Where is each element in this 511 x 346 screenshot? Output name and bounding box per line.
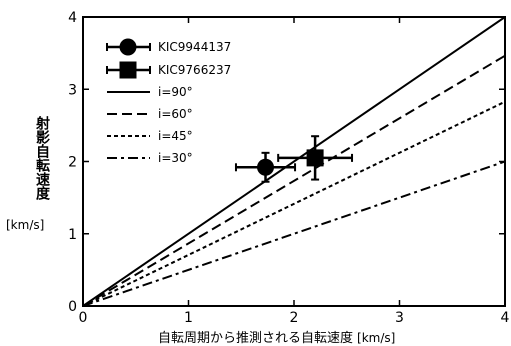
- square-marker-1: [306, 149, 324, 167]
- x-axis-unit: [km/s]: [357, 331, 396, 345]
- x-tick-label-3: 3: [395, 310, 404, 326]
- legend-label-line-0: i=90°: [158, 85, 193, 99]
- legend-square-marker: [119, 61, 137, 79]
- x-tick-label-2: 2: [290, 310, 299, 326]
- legend: KIC9944137 KIC9766237 i=90° i=60° i=45° i=30°: [106, 38, 231, 165]
- plot-frame: [82, 16, 506, 307]
- reference-line-3: [83, 160, 505, 306]
- x-axis-title-text: 自転周期から推測される自転速度: [158, 331, 354, 346]
- legend-label-line-1: i=60°: [158, 107, 193, 121]
- legend-label-KIC9944137: KIC9944137: [158, 40, 231, 54]
- reference-line-1: [83, 54, 505, 306]
- y-tick-label-0: 0: [68, 299, 77, 315]
- x-tick-label-0: 0: [79, 310, 88, 326]
- reference-line-2: [83, 100, 505, 306]
- y-tick-label-1: 1: [68, 227, 77, 243]
- y-tick-label-3: 3: [68, 82, 77, 98]
- legend-label-line-3: i=30°: [158, 151, 193, 165]
- legend-label-KIC9766237: KIC9766237: [158, 63, 231, 77]
- circle-marker-0: [257, 158, 275, 176]
- data-point-1: [277, 135, 354, 181]
- x-axis-title: 自転周期から推測される自転速度 [km/s]: [158, 327, 395, 346]
- y-axis-title: 射影自転速度: [34, 116, 50, 200]
- y-tick-label-4: 4: [68, 10, 77, 26]
- reference-line-0: [83, 17, 505, 306]
- legend-circle-marker: [119, 38, 137, 56]
- data-point-0: [234, 151, 297, 183]
- y-axis-unit: [km/s]: [6, 218, 45, 232]
- y-tick-label-2: 2: [68, 155, 77, 171]
- x-tick-label-1: 1: [184, 310, 193, 326]
- x-tick-label-4: 4: [501, 310, 510, 326]
- legend-label-line-2: i=45°: [158, 129, 193, 143]
